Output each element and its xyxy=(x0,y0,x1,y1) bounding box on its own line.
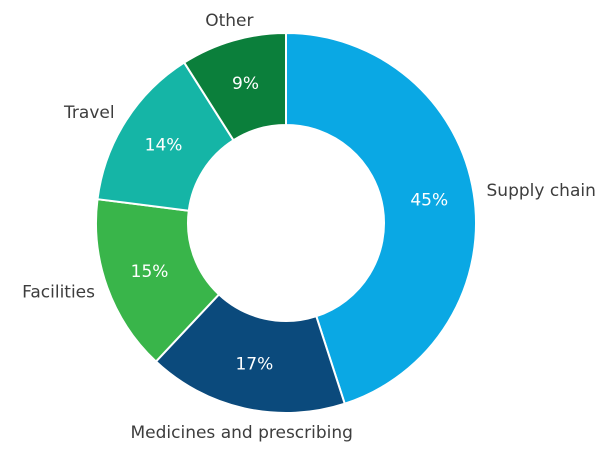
category-label: Other xyxy=(205,11,253,31)
value-label: 9% xyxy=(232,74,259,94)
category-label: Supply chain xyxy=(487,181,596,201)
value-label: 14% xyxy=(145,135,183,155)
category-label: Travel xyxy=(63,103,115,123)
value-label: 17% xyxy=(235,355,273,375)
donut-slice xyxy=(285,31,477,405)
donut-slice xyxy=(154,293,346,414)
category-label: Facilities xyxy=(22,282,95,302)
value-label: 45% xyxy=(410,190,448,210)
donut-slice xyxy=(182,31,287,142)
category-label: Medicines and prescribing xyxy=(130,423,352,443)
value-label: 15% xyxy=(131,262,169,282)
